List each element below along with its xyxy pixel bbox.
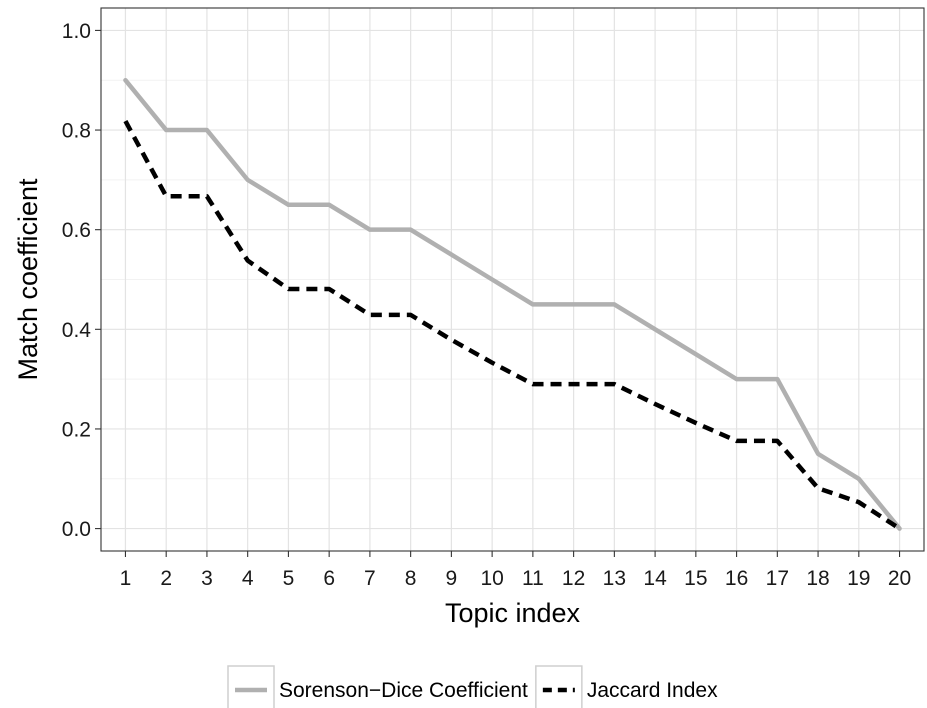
x-tick-label: 6	[323, 567, 335, 590]
x-tick-label: 17	[766, 567, 789, 590]
legend: Sorenson−Dice Coefficient Jaccard Index	[227, 665, 718, 708]
x-tick-label: 11	[522, 567, 544, 590]
panel-border	[100, 7, 925, 552]
x-tick-label: 8	[405, 567, 417, 590]
legend-label-1: Sorenson−Dice Coefficient	[279, 679, 528, 702]
x-tick-label: 2	[160, 567, 172, 590]
y-tick-label: 1.0	[62, 20, 91, 43]
x-tick-label: 19	[847, 567, 870, 590]
x-tick-label: 1	[120, 567, 132, 590]
legend-label-2: Jaccard Index	[587, 679, 718, 702]
x-tick-label: 20	[888, 567, 911, 590]
x-tick-label: 14	[643, 567, 667, 590]
x-tick-label: 5	[283, 567, 295, 590]
series-line-2	[123, 120, 901, 531]
y-tick-label: 0.4	[62, 319, 92, 342]
x-tick-label: 16	[725, 567, 748, 590]
x-axis-title: Topic index	[445, 598, 581, 628]
x-tick-label: 7	[364, 567, 376, 590]
y-tick-label: 0.6	[62, 219, 91, 242]
grid-major	[101, 8, 924, 551]
x-tick-label: 13	[603, 567, 626, 590]
y-axis-title: Match coefficient	[13, 178, 43, 381]
x-tick-label: 9	[446, 567, 458, 590]
x-tick-label: 3	[201, 567, 213, 590]
x-tick-label: 18	[806, 567, 829, 590]
x-tick-label: 12	[562, 567, 585, 590]
x-tick-label: 15	[684, 567, 707, 590]
series-line-1	[123, 77, 902, 531]
x-tick-label: 4	[242, 567, 254, 590]
series-layer	[123, 77, 902, 531]
y-tick-label: 0.0	[62, 518, 91, 541]
x-axis: 1 2 3 4 5 6 7 8 9 10 11 12 13 14 15 16 17 18 19 20	[120, 551, 911, 590]
legend-key-box	[227, 665, 275, 708]
y-tick-label: 0.2	[62, 418, 91, 441]
x-tick-label: 10	[480, 567, 503, 590]
legend-key-box	[535, 665, 583, 708]
y-axis: 0.0 0.2 0.4 0.6 0.8 1.0	[62, 20, 101, 541]
y-tick-label: 0.8	[62, 120, 91, 143]
grid-minor	[101, 79, 924, 480]
